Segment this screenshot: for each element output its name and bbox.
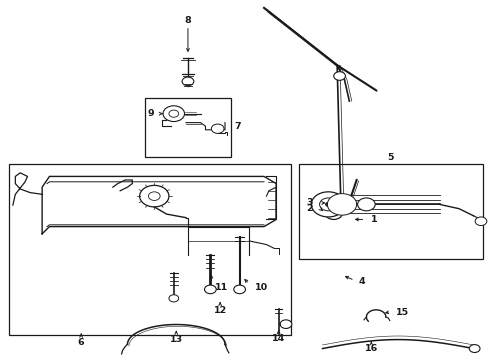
Circle shape — [148, 192, 160, 201]
Circle shape — [329, 210, 337, 216]
Circle shape — [233, 285, 245, 294]
Bar — [9, 164, 290, 335]
Text: 6: 6 — [78, 338, 84, 347]
Circle shape — [325, 202, 330, 207]
Text: 1: 1 — [370, 215, 377, 224]
Text: 9: 9 — [147, 109, 154, 118]
Text: 3: 3 — [305, 198, 312, 207]
Circle shape — [163, 106, 184, 122]
Circle shape — [168, 295, 178, 302]
Text: 16: 16 — [364, 344, 377, 353]
Text: 2: 2 — [305, 204, 312, 213]
Text: 11: 11 — [215, 283, 228, 292]
Text: 5: 5 — [387, 153, 393, 162]
Circle shape — [140, 185, 168, 207]
Text: 8: 8 — [184, 16, 191, 25]
Text: 10: 10 — [255, 283, 268, 292]
Circle shape — [182, 77, 193, 86]
Circle shape — [327, 194, 356, 215]
Circle shape — [357, 198, 374, 211]
Circle shape — [474, 217, 486, 226]
Circle shape — [204, 285, 216, 294]
Circle shape — [211, 124, 224, 134]
Circle shape — [311, 192, 345, 217]
Text: 13: 13 — [169, 335, 183, 344]
Text: 7: 7 — [234, 122, 241, 131]
Bar — [299, 164, 483, 259]
Circle shape — [168, 110, 178, 117]
Text: 4: 4 — [358, 276, 365, 285]
Circle shape — [325, 207, 342, 220]
Circle shape — [319, 198, 336, 211]
Text: 15: 15 — [395, 308, 408, 317]
Text: 12: 12 — [213, 306, 226, 315]
Text: 14: 14 — [271, 334, 285, 343]
Bar — [144, 98, 230, 157]
Circle shape — [280, 320, 291, 328]
Circle shape — [468, 345, 479, 352]
Circle shape — [333, 72, 345, 80]
